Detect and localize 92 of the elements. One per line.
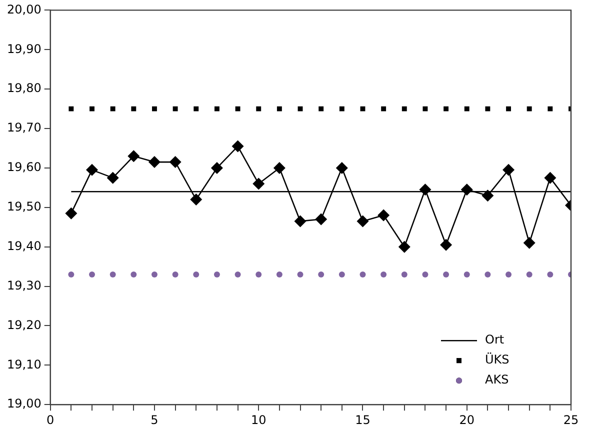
point <box>152 106 157 112</box>
legend-label: AKS <box>485 372 509 387</box>
point <box>422 271 428 278</box>
x-tick-label: 10 <box>250 412 266 427</box>
point <box>523 236 536 249</box>
point <box>235 106 240 112</box>
point <box>130 271 137 278</box>
x-tick-label: 5 <box>150 412 158 427</box>
point <box>401 271 408 278</box>
y-tick-label: 19,20 <box>6 318 42 332</box>
point <box>315 213 328 226</box>
y-tick-label: 20,00 <box>6 2 42 16</box>
point <box>151 271 158 278</box>
point <box>68 106 74 112</box>
point <box>172 106 178 112</box>
point <box>502 164 515 176</box>
point <box>193 271 200 278</box>
point <box>485 106 490 112</box>
point <box>276 106 282 112</box>
point <box>110 271 116 278</box>
point <box>214 271 220 278</box>
point <box>276 271 282 278</box>
point <box>356 215 369 228</box>
point <box>297 271 304 278</box>
point <box>360 106 366 112</box>
point <box>273 162 286 174</box>
point <box>339 106 344 112</box>
point <box>65 207 78 220</box>
point <box>398 240 410 253</box>
point <box>460 184 473 196</box>
y-tick-label: 19,10 <box>6 357 42 372</box>
point <box>484 271 491 278</box>
point <box>360 271 366 278</box>
point <box>318 106 324 112</box>
y-tick-label: 19,80 <box>6 81 42 96</box>
point <box>232 140 244 152</box>
point <box>380 271 387 278</box>
x-tick-label: 0 <box>46 412 54 427</box>
point <box>419 184 432 196</box>
point <box>298 106 303 112</box>
point <box>506 271 512 278</box>
y-tick-label: 19,90 <box>6 42 42 56</box>
y-tick-label: 19,60 <box>6 160 42 174</box>
point <box>547 271 554 278</box>
point <box>110 106 116 112</box>
point <box>172 271 178 278</box>
point <box>89 271 96 278</box>
point <box>336 162 348 174</box>
point <box>90 106 94 112</box>
point <box>318 271 324 278</box>
point <box>378 209 390 222</box>
point <box>252 178 265 190</box>
point <box>526 106 532 112</box>
point <box>214 106 220 112</box>
point <box>148 156 160 168</box>
point <box>381 106 386 112</box>
point <box>190 194 202 206</box>
point <box>169 156 182 168</box>
point <box>506 106 511 112</box>
point <box>526 271 532 278</box>
point <box>422 106 428 112</box>
point <box>131 106 136 112</box>
point <box>86 164 98 176</box>
point <box>440 238 452 251</box>
x-tick-label: 15 <box>355 412 370 427</box>
point <box>194 106 199 112</box>
point <box>338 271 345 278</box>
point <box>234 271 241 278</box>
point <box>464 271 470 278</box>
point <box>256 106 262 112</box>
point <box>402 106 407 112</box>
point <box>548 106 553 112</box>
point <box>256 271 262 278</box>
point <box>464 106 470 112</box>
point <box>68 271 74 278</box>
y-tick-label: 19,50 <box>6 200 42 214</box>
y-tick-label: 19,30 <box>6 278 42 292</box>
point <box>443 271 450 278</box>
x-tick-label: 20 <box>459 412 475 427</box>
legend-label: ÜKS <box>485 352 510 367</box>
legend-label: Ort <box>485 332 504 347</box>
point <box>482 190 494 202</box>
point <box>106 172 119 184</box>
y-tick-label: 19,00 <box>6 396 42 411</box>
point <box>544 172 556 184</box>
point <box>210 162 223 174</box>
y-tick-label: 19,70 <box>6 120 42 135</box>
point <box>444 106 449 112</box>
x-tick-label: 25 <box>563 412 579 427</box>
point <box>294 215 306 228</box>
point <box>128 150 140 162</box>
y-tick-label: 19,40 <box>6 238 42 253</box>
